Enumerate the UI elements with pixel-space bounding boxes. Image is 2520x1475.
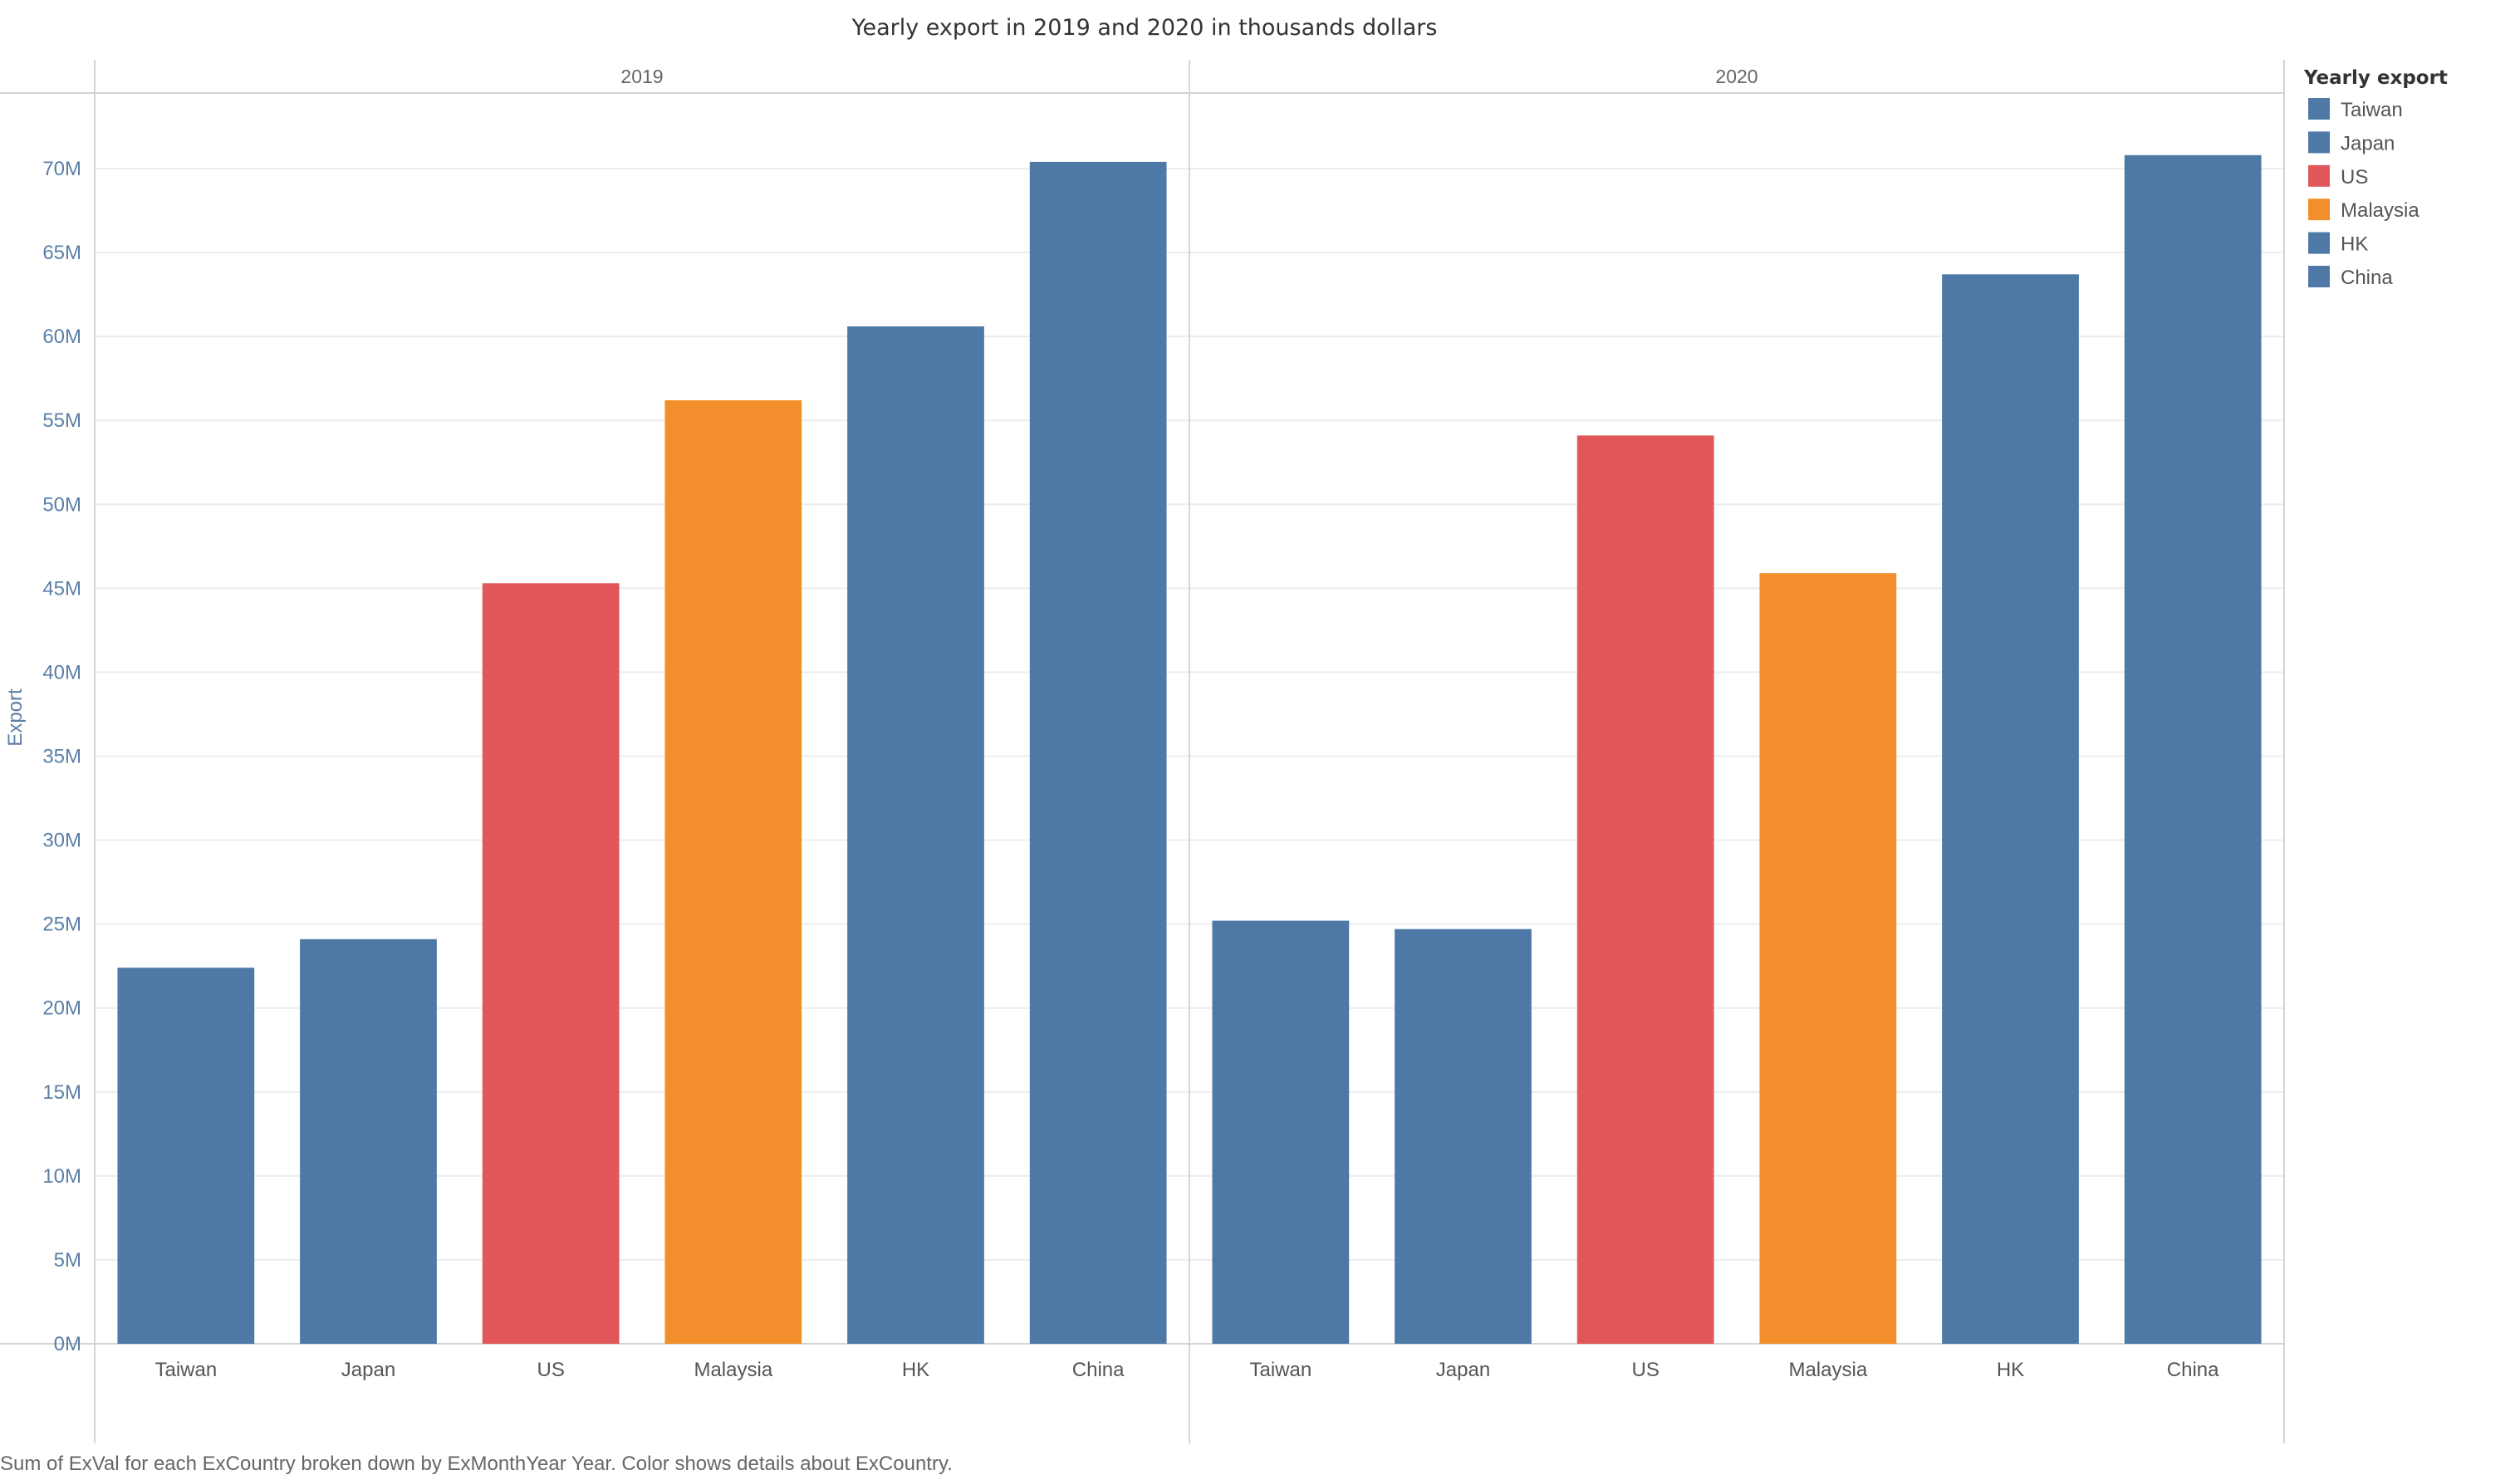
legend-label[interactable]: US xyxy=(2341,166,2368,189)
bar-2020-china[interactable] xyxy=(2124,154,2262,1344)
x-category-label: China xyxy=(2167,1359,2219,1381)
legend-swatch[interactable] xyxy=(2308,98,2330,120)
y-tick-label: 5M xyxy=(54,1249,81,1272)
bar-2019-china[interactable] xyxy=(1029,161,1167,1345)
x-category-label: HK xyxy=(902,1359,929,1381)
y-axis-ticks: 0M 5M 10M 15M 20M 25M 30M 35M 40M 45M 50M 55M 60M 65M… xyxy=(42,158,81,1355)
y-axis-title: Export xyxy=(4,688,27,747)
bar-2020-hk[interactable] xyxy=(1942,274,2079,1344)
x-category-label: Malaysia xyxy=(694,1359,772,1381)
y-tick-label: 45M xyxy=(42,577,81,600)
y-tick-label: 50M xyxy=(42,493,81,516)
bar-2020-malaysia[interactable] xyxy=(1759,573,1897,1344)
x-category-label: Japan xyxy=(1436,1359,1490,1381)
x-axis-categories: Taiwan Japan US Malaysia HK China Taiwan Japan U… xyxy=(154,1359,2219,1381)
x-category-label: HK xyxy=(1997,1359,2024,1381)
y-tick-label: 65M xyxy=(42,242,81,264)
bar-2019-hk[interactable] xyxy=(847,326,984,1344)
y-tick-label: 20M xyxy=(42,997,81,1020)
bar-2019-us[interactable] xyxy=(482,583,620,1344)
y-tick-label: 70M xyxy=(42,158,81,180)
legend-label[interactable]: HK xyxy=(2341,233,2368,256)
pane-header: 2020 xyxy=(1715,66,1758,87)
y-tick-label: 30M xyxy=(42,830,81,852)
legend-label[interactable]: Japan xyxy=(2341,132,2395,154)
legend-swatch[interactable] xyxy=(2308,164,2330,187)
x-category-label: China xyxy=(1072,1359,1125,1381)
legend-swatch[interactable] xyxy=(2308,232,2330,254)
x-category-label: Taiwan xyxy=(1249,1359,1311,1381)
y-tick-label: 25M xyxy=(42,914,81,936)
footer-note: Sum of ExVal for each ExCountry broken d… xyxy=(0,1453,953,1475)
legend-label[interactable]: Malaysia xyxy=(2341,199,2419,222)
y-tick-label: 10M xyxy=(42,1165,81,1188)
x-category-label: Taiwan xyxy=(154,1359,217,1381)
legend-swatch[interactable] xyxy=(2308,198,2330,221)
x-category-label: US xyxy=(1631,1359,1659,1381)
bar-2020-us[interactable] xyxy=(1576,435,1714,1344)
y-tick-label: 60M xyxy=(42,326,81,348)
bar-2020-japan[interactable] xyxy=(1395,929,1532,1344)
bar-2019-japan[interactable] xyxy=(300,938,437,1344)
bar-2020-taiwan[interactable] xyxy=(1212,920,1350,1344)
legend-swatch[interactable] xyxy=(2308,266,2330,287)
y-tick-label: 0M xyxy=(54,1333,81,1355)
pane-header: 2019 xyxy=(620,66,663,87)
bars xyxy=(117,154,2262,1345)
legend-label[interactable]: China xyxy=(2341,267,2393,289)
x-category-label: Japan xyxy=(341,1359,395,1381)
chart-title: Yearly export in 2019 and 2020 in thousa… xyxy=(851,15,1438,41)
y-tick-label: 40M xyxy=(42,661,81,684)
y-tick-label: 15M xyxy=(42,1081,81,1104)
legend: Yearly export Taiwan Japan US Malaysia HK Chi… xyxy=(2303,67,2448,289)
legend-swatch[interactable] xyxy=(2308,131,2330,154)
legend-label[interactable]: Taiwan xyxy=(2341,99,2403,121)
x-category-label: Malaysia xyxy=(1788,1359,1867,1381)
x-category-label: US xyxy=(537,1359,564,1381)
pane-headers: 2019 2020 xyxy=(620,66,1758,87)
bar-2019-taiwan[interactable] xyxy=(117,968,255,1344)
bar-2019-malaysia[interactable] xyxy=(664,399,802,1345)
y-tick-label: 55M xyxy=(42,409,81,432)
legend-title: Yearly export xyxy=(2303,67,2448,89)
y-tick-label: 35M xyxy=(42,745,81,767)
